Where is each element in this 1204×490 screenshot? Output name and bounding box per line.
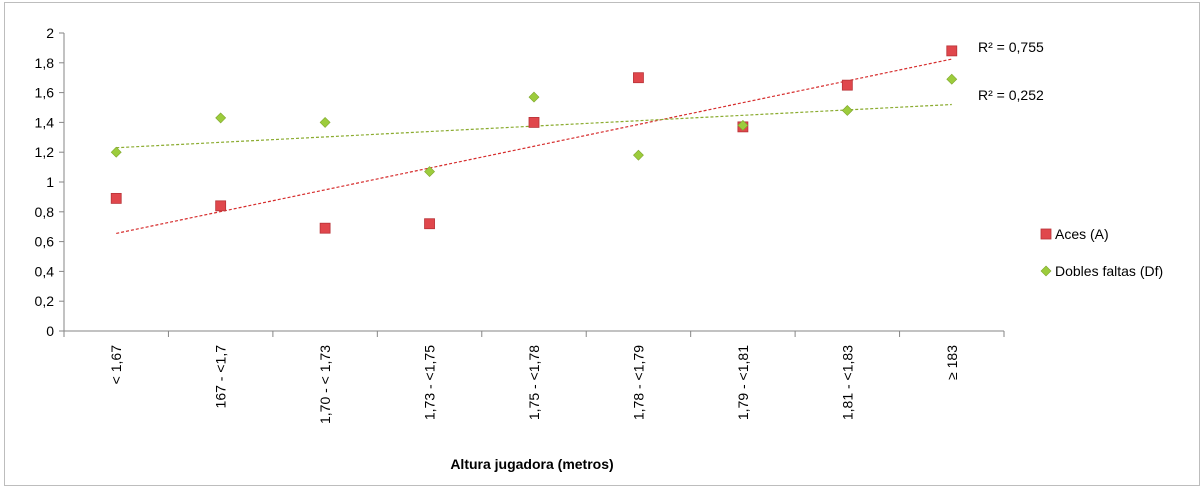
x-tick-label: 1,75 - <1,78: [526, 345, 542, 420]
aces-point: [633, 72, 644, 84]
y-axis-ticks: 0 0,2 0,4 0,6 0,8 1 1,2 1,4 1,6 1,8 2: [35, 25, 64, 339]
legend-label: Dobles faltas (Df): [1055, 263, 1163, 279]
dobles-faltas-point: [424, 166, 435, 177]
aces-point: [424, 218, 435, 230]
legend-swatch-aces: [1040, 228, 1052, 240]
x-axis-title: Altura jugadora (metros): [450, 456, 613, 472]
dobles-faltas-point: [215, 112, 227, 124]
x-tick-label: ≥ 183: [944, 345, 960, 380]
dobles-faltas-point: [946, 73, 958, 85]
x-tick-label: 167 - <1,7: [213, 345, 229, 409]
dobles-faltas-point: [737, 119, 749, 131]
y-tick-label: 1,8: [35, 55, 55, 71]
x-tick-label: 1,70 - < 1,73: [317, 345, 333, 424]
legend: Aces (A) Dobles faltas (Df): [1040, 226, 1163, 279]
y-tick-label: 1,4: [35, 114, 55, 130]
aces-point: [110, 192, 122, 204]
x-tick-label: 1,73 - <1,75: [422, 345, 438, 420]
dobles-faltas-point: [633, 149, 644, 161]
dobles-faltas-point: [110, 146, 122, 158]
chart-frame: [4, 2, 1200, 486]
x-tick-label: < 1,67: [108, 345, 124, 385]
aces-point: [215, 200, 227, 212]
y-tick-label: 0,4: [35, 263, 55, 279]
aces-point: [528, 117, 540, 128]
dobles-faltas-point: [319, 116, 331, 128]
y-tick-label: 0,8: [35, 204, 55, 220]
x-tick-label: 1,78 - <1,79: [630, 345, 646, 420]
aces-point: [841, 79, 853, 91]
y-tick-label: 1,6: [35, 85, 55, 101]
y-tick-label: 0,6: [35, 234, 55, 250]
aces-point: [319, 222, 331, 234]
trendlines: [116, 58, 952, 234]
r2-label: R² = 0,252: [978, 87, 1044, 103]
aces-point: [946, 45, 958, 57]
r2-labels: R² = 0,755 R² = 0,252: [978, 39, 1044, 103]
dobles-faltas-point: [841, 105, 853, 116]
legend-swatch-dobles-faltas: [1040, 265, 1052, 277]
y-tick-label: 0,2: [35, 293, 55, 309]
y-tick-label: 1,2: [35, 144, 55, 160]
x-axis-ticks: < 1,67 167 - <1,7 1,70 - < 1,73 1,73 - <1,7…: [63, 331, 1005, 424]
trendline-dobles-faltas: [116, 103, 952, 149]
y-tick-label: 2: [46, 25, 54, 41]
data-points: [110, 45, 958, 234]
r2-label: R² = 0,755: [978, 39, 1044, 55]
legend-label: Aces (A): [1055, 226, 1109, 242]
y-tick-label: 1: [46, 174, 54, 190]
trendline-aces: [116, 58, 952, 234]
y-tick-label: 0: [46, 323, 54, 339]
dobles-faltas-point: [528, 91, 540, 103]
x-tick-label: 1,79 - <1,81: [735, 345, 751, 420]
x-tick-label: 1,81 - <1,83: [839, 345, 855, 420]
